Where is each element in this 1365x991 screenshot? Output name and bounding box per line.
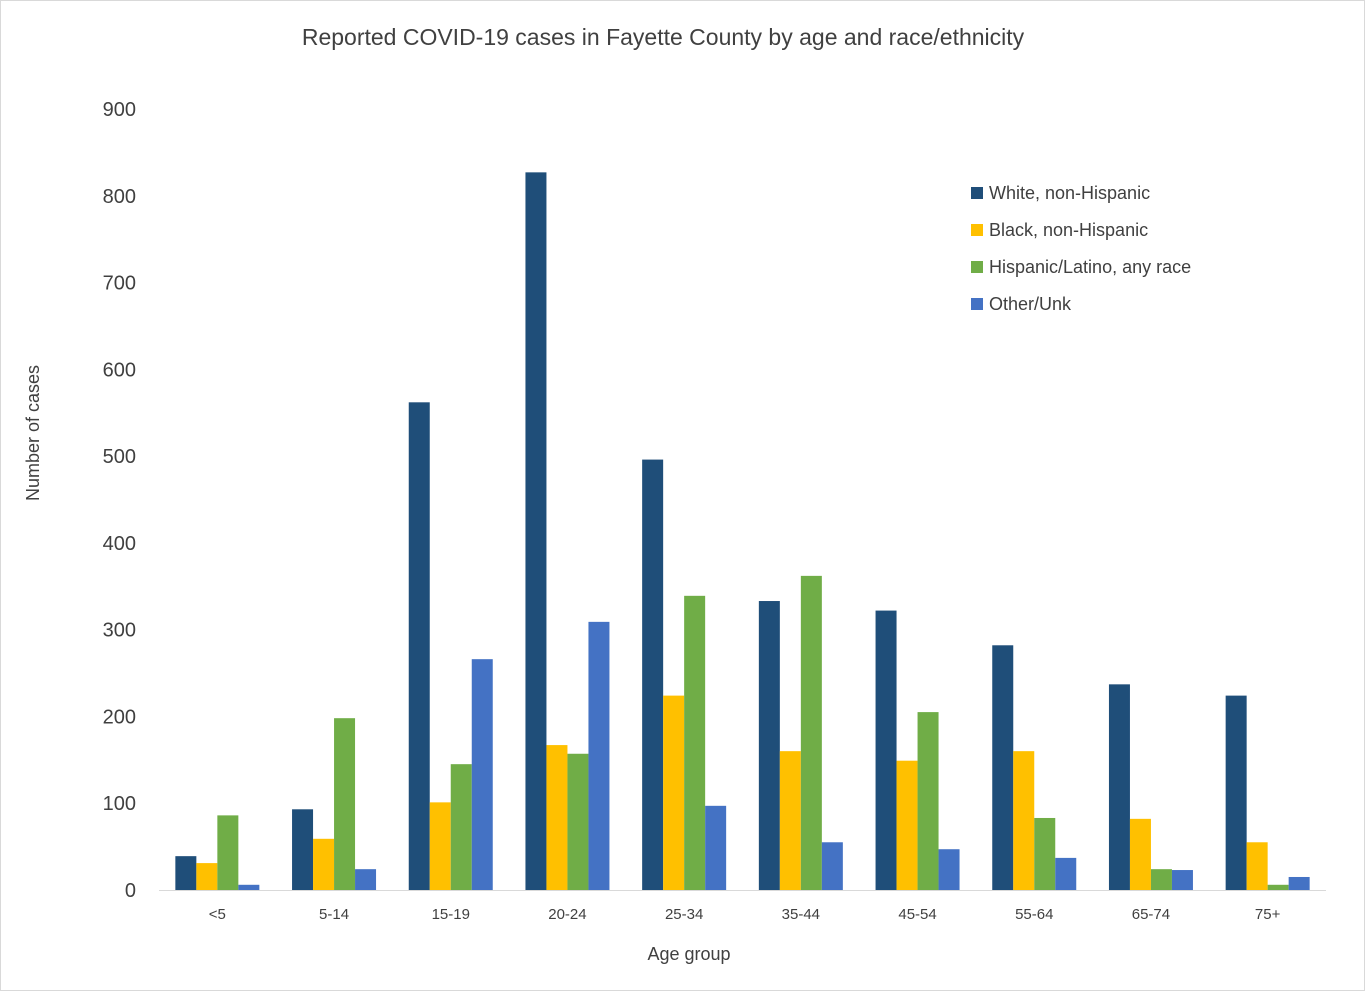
y-tick-label: 100: [103, 793, 136, 815]
bar: [408, 402, 430, 890]
bar: [1225, 695, 1247, 890]
bar: [1246, 842, 1268, 890]
x-tick-label: 5-14: [319, 906, 349, 923]
legend-label: White, non-Hispanic: [989, 183, 1150, 203]
x-axis-label: Age group: [647, 944, 730, 964]
bar: [1171, 870, 1193, 890]
bar: [238, 884, 260, 890]
x-tick-label: <5: [209, 906, 226, 923]
chart-title: Reported COVID-19 cases in Fayette Count…: [302, 24, 1025, 50]
bar: [450, 764, 472, 890]
y-tick-label: 300: [103, 620, 136, 642]
bar: [355, 869, 377, 890]
legend-label: Other/Unk: [989, 294, 1072, 314]
bar: [684, 595, 706, 890]
x-tick-label: 20-24: [548, 906, 586, 923]
legend-label: Black, non-Hispanic: [989, 220, 1148, 240]
x-tick-label: 25-34: [665, 906, 703, 923]
bar: [313, 838, 335, 890]
bar: [992, 645, 1014, 890]
legend-swatch: [971, 187, 983, 199]
bar: [292, 809, 314, 890]
x-tick-label: 45-54: [898, 906, 936, 923]
y-tick-label: 700: [103, 273, 136, 295]
bar: [758, 601, 780, 890]
bar: [917, 712, 939, 890]
bar: [1150, 869, 1172, 890]
x-tick-label: 75+: [1255, 906, 1281, 923]
y-tick-label: 400: [103, 533, 136, 555]
bar: [1129, 818, 1151, 890]
x-tick-label: 35-44: [782, 906, 820, 923]
x-tick-label: 15-19: [432, 906, 470, 923]
bar: [196, 863, 218, 890]
bar: [896, 760, 918, 890]
y-tick-label: 900: [103, 99, 136, 121]
bar: [1034, 817, 1056, 890]
bar: [1055, 857, 1077, 890]
bar: [567, 753, 589, 890]
bar: [546, 745, 568, 890]
bar: [525, 172, 547, 890]
y-tick-label: 500: [103, 446, 136, 468]
bar: [875, 610, 897, 890]
bar: [217, 815, 239, 890]
y-tick-label: 600: [103, 359, 136, 381]
bar: [471, 659, 493, 890]
bar: [1288, 876, 1310, 890]
y-tick-label: 200: [103, 706, 136, 728]
y-axis-label: Number of cases: [23, 365, 43, 501]
bar: [175, 856, 197, 890]
bar: [779, 751, 801, 890]
bar: [705, 805, 727, 890]
bar: [1267, 884, 1289, 890]
bar: [588, 621, 610, 890]
x-tick-label: 65-74: [1132, 906, 1170, 923]
x-axis-ticks: <5 5-14 15-19 20-24 25-34 35-44 45-54 55-64 65-7…: [209, 906, 1281, 923]
y-tick-label: 800: [103, 186, 136, 208]
legend-swatch: [971, 224, 983, 236]
bar: [1013, 751, 1035, 890]
y-tick-label: 0: [125, 880, 136, 902]
bar: [663, 695, 685, 890]
bar: [334, 718, 356, 890]
y-axis-ticks: 0 100 200 300 400 500 600 700 800 900: [103, 99, 136, 902]
legend-swatch: [971, 298, 983, 310]
legend-swatch: [971, 261, 983, 273]
x-tick-label: 55-64: [1015, 906, 1053, 923]
bar: [800, 575, 822, 890]
legend-label: Hispanic/Latino, any race: [989, 257, 1191, 277]
bar: [938, 849, 960, 890]
bar: [429, 802, 451, 890]
bar: [821, 842, 843, 890]
bar: [642, 459, 664, 890]
bar: [1108, 684, 1130, 890]
bars: [175, 172, 1310, 890]
legend: White, non-Hispanic Black, non-Hispanic Hi…: [971, 183, 1191, 314]
